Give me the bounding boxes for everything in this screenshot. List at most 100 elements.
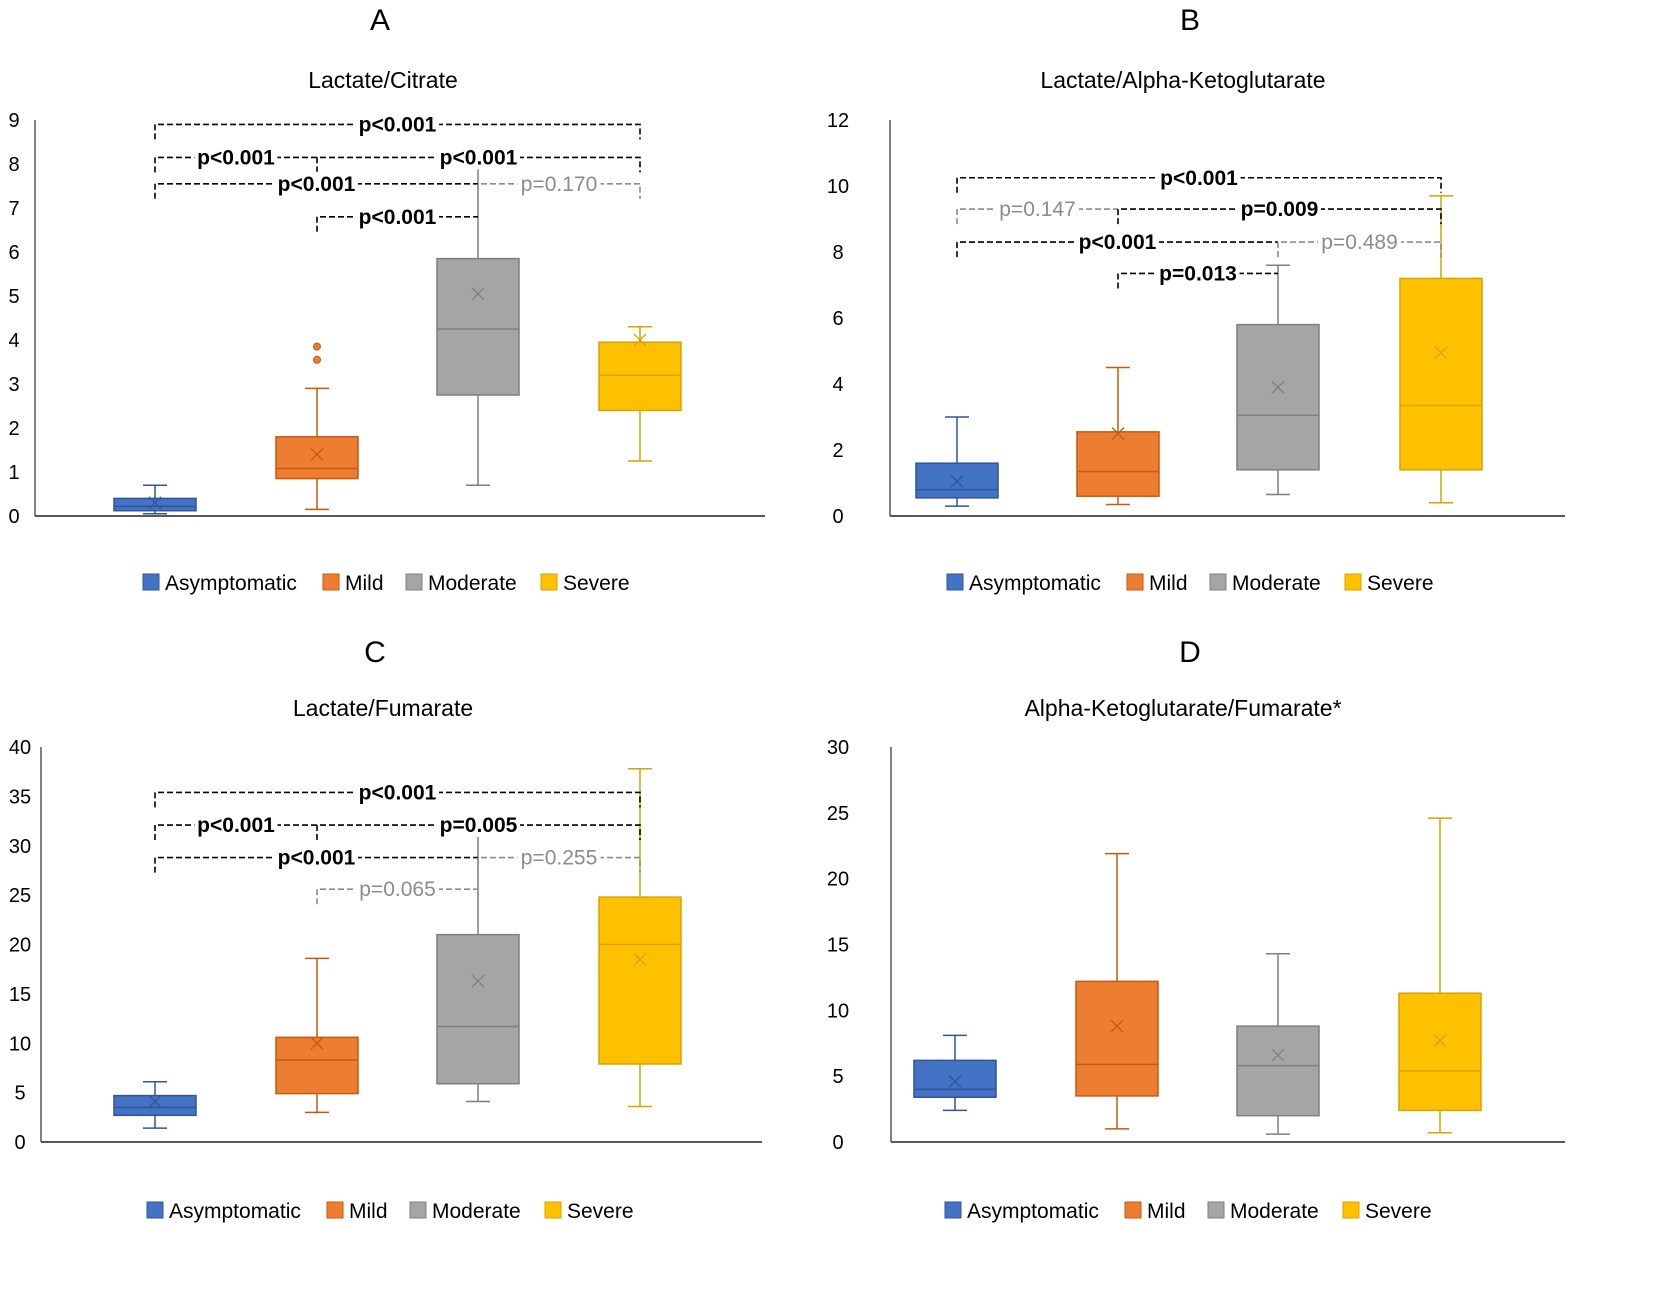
y-tick-label: 15 — [9, 984, 31, 1006]
box-mild — [1076, 366, 1160, 506]
box-asymptomatic — [113, 1081, 197, 1129]
legend-item-mild: Mild — [322, 572, 384, 595]
y-tick-label: 10 — [827, 176, 849, 198]
legend-label: Asymptomatic — [969, 572, 1101, 595]
mean-marker — [310, 447, 324, 461]
legend-swatch — [1344, 573, 1362, 591]
significance-bracket: p=0.147 — [956, 197, 1118, 225]
legend-swatch — [146, 1201, 164, 1219]
significance-bracket: p=0.489 — [1277, 230, 1442, 258]
y-tick-label: 2 — [832, 440, 843, 462]
y-tick-label: 40 — [9, 737, 31, 759]
bracket-label-bg — [356, 877, 439, 902]
mean-marker — [471, 287, 485, 301]
y-tick-label: 25 — [9, 885, 31, 907]
p-value-label: p<0.001 — [197, 814, 275, 837]
p-value-label: p=0.065 — [359, 878, 436, 901]
bracket-label-bg — [1156, 261, 1240, 286]
p-value-label: p=0.170 — [521, 173, 598, 196]
legend-label: Moderate — [1230, 1200, 1319, 1223]
y-tick-label: 30 — [827, 737, 849, 759]
legend-swatch — [405, 573, 423, 591]
bracket-label-bg — [996, 197, 1079, 222]
chart-title: Alpha-Ketoglutarate/Fumarate* — [1024, 695, 1341, 721]
bracket-label-bg — [194, 813, 278, 838]
iqr-box — [275, 436, 359, 480]
bracket-label-bg — [275, 845, 358, 870]
legend-swatch — [540, 573, 558, 591]
box-mild — [1075, 852, 1159, 1130]
y-tick-label: 0 — [832, 506, 843, 528]
panel-d-svg: D Alpha-Ketoglutarate/Fumarate* 0 5 10 15 20 25… — [827, 636, 1565, 1223]
mean-marker — [1111, 427, 1125, 440]
bracket-line — [154, 183, 478, 199]
legend-item-moderate: Moderate — [1209, 572, 1321, 595]
y-tick-label: 20 — [9, 935, 31, 957]
mean-marker — [1110, 1019, 1124, 1033]
box-asymptomatic — [113, 484, 197, 515]
p-value-label: p<0.001 — [359, 113, 437, 136]
p-value-label: p=0.255 — [521, 847, 598, 870]
mean-marker — [148, 496, 162, 510]
legend-label: Severe — [1365, 1200, 1432, 1223]
box-mild — [275, 342, 359, 511]
iqr-box — [113, 1094, 197, 1117]
legend-label: Mild — [345, 572, 384, 595]
bracket-label-bg — [356, 780, 439, 805]
p-value-label: p=0.013 — [1159, 262, 1237, 285]
y-tick-label: 5 — [8, 286, 19, 308]
box-asymptomatic — [913, 1034, 997, 1112]
iqr-box — [1075, 980, 1159, 1097]
chart-title: Lactate/Citrate — [308, 67, 458, 93]
mean-marker — [948, 1074, 962, 1088]
legend-item-mild: Mild — [326, 1200, 388, 1223]
y-tick-label: 8 — [8, 154, 19, 176]
panel-d: D Alpha-Ketoglutarate/Fumarate* 0 5 10 15 20 25… — [800, 630, 1659, 1303]
significance-bracket: p<0.001 — [154, 813, 317, 841]
legend-swatch — [142, 573, 160, 591]
legend-swatch — [1124, 1201, 1142, 1219]
legend-item-moderate: Moderate — [1207, 1200, 1319, 1223]
y-tick-label: 0 — [8, 506, 19, 528]
significance-bracket: p<0.001 — [154, 145, 317, 173]
y-tick-label: 35 — [9, 786, 31, 808]
bracket-label-bg — [437, 813, 520, 838]
mean-marker — [148, 1095, 162, 1108]
y-tick-label: 10 — [827, 1000, 849, 1022]
legend-item-mild: Mild — [1124, 1200, 1186, 1223]
box-moderate — [1236, 952, 1320, 1135]
iqr-box — [113, 497, 197, 512]
y-tick-label: 9 — [8, 110, 19, 132]
iqr-box — [598, 896, 682, 1065]
legend-item-severe: Severe — [544, 1200, 634, 1223]
significance-bracket: p<0.001 — [316, 204, 478, 232]
legend-label: Mild — [1149, 572, 1188, 595]
iqr-box — [1236, 323, 1320, 471]
mean-marker — [1271, 380, 1285, 394]
legend-item-asymptomatic: Asymptomatic — [142, 572, 297, 595]
legend-label: Severe — [1367, 572, 1434, 595]
box-severe — [1399, 195, 1483, 504]
significance-bracket: p<0.001 — [154, 112, 641, 140]
mean-marker — [471, 974, 485, 988]
legend-label: Asymptomatic — [967, 1200, 1099, 1223]
y-tick-label: 0 — [832, 1132, 843, 1154]
y-tick-label: 1 — [8, 462, 19, 484]
y-tick-label: 20 — [827, 869, 849, 891]
y-tick-label: 4 — [832, 374, 843, 396]
box-asymptomatic — [915, 416, 999, 507]
chart-title: Lactate/Fumarate — [293, 695, 473, 721]
p-value-label: p<0.001 — [1160, 167, 1238, 190]
legend-swatch — [409, 1201, 427, 1219]
panel-b: B Lactate/Alpha-Ketoglutarate 0 2 4 6 8 10 12 p<0… — [800, 0, 1659, 620]
panel-letter: D — [1179, 636, 1201, 669]
panel-letter: C — [364, 636, 386, 669]
y-tick-label: 3 — [8, 374, 19, 396]
bracket-label-bg — [356, 204, 439, 229]
legend-label: Moderate — [432, 1200, 521, 1223]
legend-swatch — [1207, 1201, 1225, 1219]
significance-bracket: p<0.001 — [956, 230, 1278, 258]
p-value-label: p=0.147 — [999, 198, 1076, 221]
iqr-box — [436, 257, 520, 396]
